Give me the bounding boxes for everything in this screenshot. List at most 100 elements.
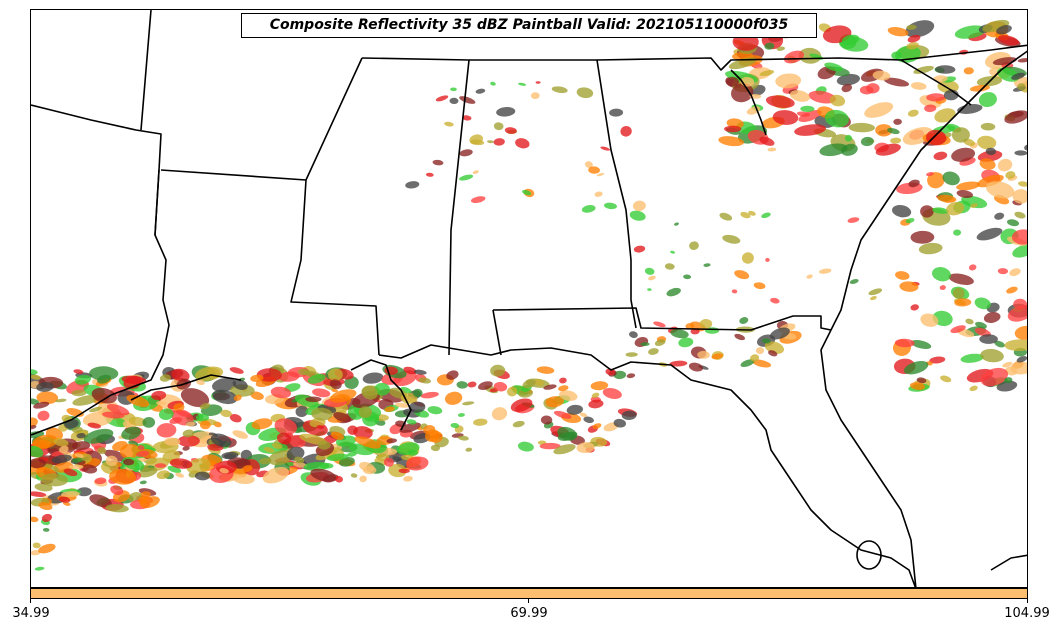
reflectivity-blob xyxy=(648,348,659,355)
reflectivity-blob xyxy=(748,210,756,216)
reflectivity-blob xyxy=(74,453,84,458)
reflectivity-blob xyxy=(126,394,150,407)
reflectivity-blob xyxy=(559,377,567,384)
reflectivity-blob xyxy=(31,445,44,458)
reflectivity-blob xyxy=(1014,211,1026,219)
reflectivity-blob xyxy=(602,388,622,399)
reflectivity-blob xyxy=(459,96,476,104)
reflectivity-blob xyxy=(796,111,810,117)
reflectivity-blob xyxy=(59,445,69,454)
reflectivity-blob xyxy=(579,412,588,418)
reflectivity-blob xyxy=(933,151,948,161)
reflectivity-blob xyxy=(605,368,616,376)
reflectivity-blob xyxy=(767,147,777,152)
reflectivity-blob xyxy=(36,391,59,405)
reflectivity-blob xyxy=(361,385,378,400)
reflectivity-blob xyxy=(333,412,352,423)
reflectivity-blob xyxy=(1017,181,1027,187)
reflectivity-blob xyxy=(55,398,67,403)
reflectivity-blob xyxy=(907,109,919,117)
reflectivity-blob xyxy=(994,340,1005,348)
reflectivity-blob xyxy=(924,104,937,113)
reflectivity-blob xyxy=(446,370,459,380)
reflectivity-blob xyxy=(89,366,119,381)
reflectivity-blob xyxy=(210,433,232,448)
reflectivity-blob xyxy=(1006,219,1020,227)
reflectivity-blob xyxy=(87,422,102,429)
reflectivity-blob xyxy=(1012,244,1027,258)
reflectivity-blob xyxy=(185,421,196,427)
reflectivity-blob xyxy=(669,360,688,367)
reflectivity-blob xyxy=(739,317,749,324)
reflectivity-blob xyxy=(775,73,802,89)
colorbar-tick xyxy=(30,599,31,603)
reflectivity-blob xyxy=(73,369,84,374)
reflectivity-blob xyxy=(997,268,1009,275)
reflectivity-blob xyxy=(1017,83,1026,91)
reflectivity-blob xyxy=(952,287,965,300)
reflectivity-blob xyxy=(413,369,427,375)
reflectivity-blob xyxy=(798,47,822,64)
reflectivity-blob xyxy=(918,242,943,255)
reflectivity-blob xyxy=(689,241,699,251)
reflectivity-blob xyxy=(960,353,984,363)
reflectivity-blob xyxy=(354,436,381,449)
reflectivity-blob xyxy=(903,361,929,375)
reflectivity-blob xyxy=(594,191,603,197)
reflectivity-blob xyxy=(518,388,533,398)
reflectivity-blob xyxy=(40,473,69,487)
reflectivity-blob xyxy=(522,379,536,389)
reflectivity-blob xyxy=(504,127,517,134)
reflectivity-blob xyxy=(1011,72,1026,80)
reflectivity-blob xyxy=(398,468,410,474)
reflectivity-blob xyxy=(175,410,191,418)
reflectivity-blob xyxy=(242,465,253,473)
reflectivity-blob xyxy=(278,371,300,382)
reflectivity-blob xyxy=(722,234,741,244)
reflectivity-blob xyxy=(956,181,980,191)
reflectivity-blob xyxy=(920,313,939,327)
reflectivity-blob xyxy=(329,379,342,390)
reflectivity-blob xyxy=(996,380,1018,392)
reflectivity-blob xyxy=(425,429,440,442)
reflectivity-blob xyxy=(31,550,41,556)
reflectivity-blob xyxy=(63,468,78,477)
reflectivity-blob xyxy=(31,458,47,469)
reflectivity-blob xyxy=(34,566,45,571)
reflectivity-blob xyxy=(703,263,711,267)
reflectivity-blob xyxy=(331,388,338,393)
reflectivity-blob xyxy=(913,65,934,74)
colorbar-tick-label-min: 34.99 xyxy=(12,606,50,621)
reflectivity-blob xyxy=(478,381,493,390)
reflectivity-blob xyxy=(759,70,775,77)
reflectivity-blob xyxy=(798,109,822,123)
reflectivity-blob xyxy=(250,374,264,382)
reflectivity-paintball-layer xyxy=(31,19,1027,571)
reflectivity-blob xyxy=(456,381,468,389)
reflectivity-blob xyxy=(956,189,974,199)
reflectivity-blob xyxy=(38,543,56,554)
reflectivity-blob xyxy=(632,200,646,212)
reflectivity-blob xyxy=(887,127,900,135)
reflectivity-blob xyxy=(425,172,434,177)
reflectivity-blob xyxy=(620,125,632,137)
boundary-layer xyxy=(31,10,1027,587)
reflectivity-blob xyxy=(512,420,525,428)
reflectivity-blob xyxy=(808,90,837,104)
reflectivity-blob xyxy=(588,399,604,409)
reflectivity-blob xyxy=(362,372,384,384)
reflectivity-blob xyxy=(666,287,681,297)
reflectivity-blob xyxy=(761,212,771,219)
reflectivity-blob xyxy=(1005,366,1018,376)
reflectivity-blob xyxy=(978,92,997,108)
reflectivity-blob xyxy=(765,257,770,262)
reflectivity-blob xyxy=(53,438,69,447)
reflectivity-blob xyxy=(592,423,602,429)
reflectivity-blob xyxy=(997,35,1020,46)
reflectivity-blob xyxy=(910,304,919,311)
reflectivity-blob xyxy=(644,267,655,275)
reflectivity-blob xyxy=(473,418,488,426)
reflectivity-blob xyxy=(841,34,860,45)
reflectivity-blob xyxy=(317,440,331,450)
reflectivity-blob xyxy=(384,406,395,412)
